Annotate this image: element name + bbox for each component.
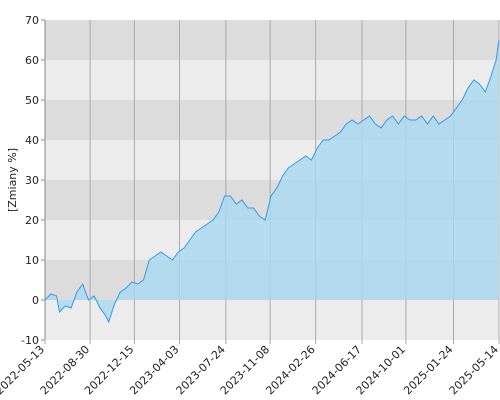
y-tick-label: 30 [25,174,39,187]
line [44,39,500,324]
x-tick-label: 2025-05-14 [447,343,500,397]
y-tick-label: -10 [21,334,39,347]
background-band [45,60,499,100]
y-tick-label: 60 [25,54,39,67]
y-tick-label: 40 [25,134,39,147]
y-tick-label: 50 [25,94,39,107]
y-tick-label: 70 [25,14,39,27]
background-band [45,20,499,60]
background-band [45,300,499,340]
y-tick-label: 0 [32,294,39,307]
y-tick-label: 10 [25,254,39,267]
y-axis-label: [Zmiany %] [6,148,19,212]
y-tick-label: 20 [25,214,39,227]
area-fill [45,40,499,322]
